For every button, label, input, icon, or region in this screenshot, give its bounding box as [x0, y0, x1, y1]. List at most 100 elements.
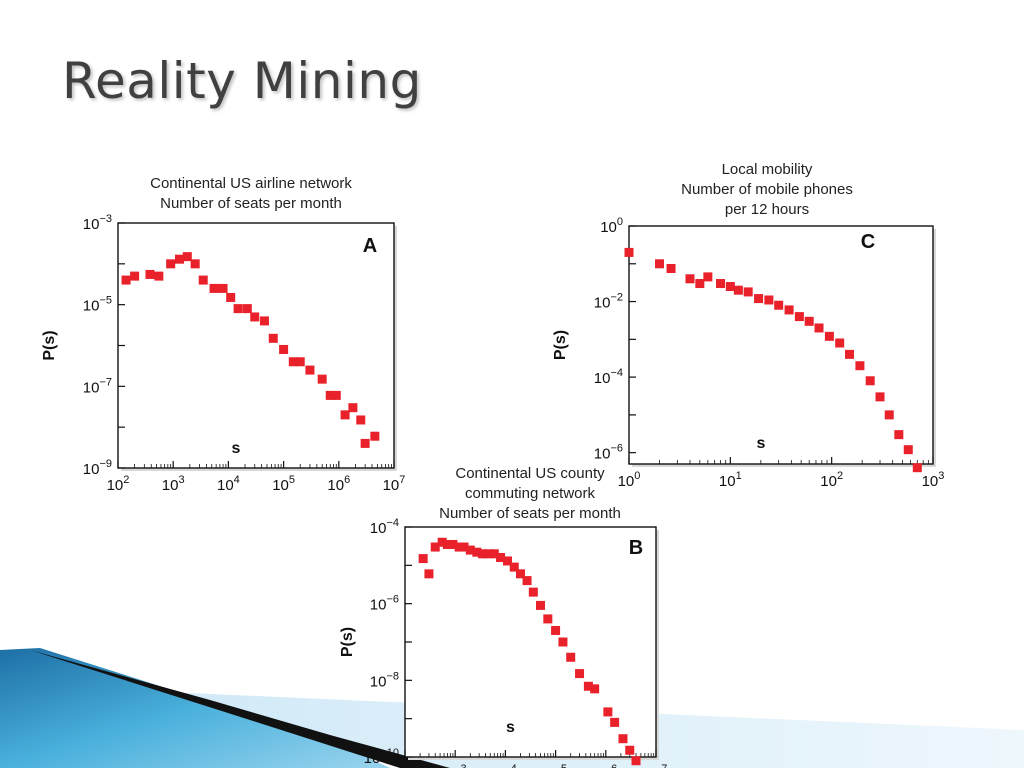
data-point: [625, 745, 635, 755]
x-tick-label: 102: [107, 474, 130, 494]
data-point: [543, 614, 553, 624]
data-point: [535, 600, 545, 610]
data-point: [130, 271, 140, 281]
data-point: [268, 333, 278, 343]
panel-label: B: [629, 537, 643, 559]
data-point: [566, 652, 576, 662]
data-point: [509, 562, 519, 572]
data-point: [305, 365, 315, 375]
plot-frame: [628, 225, 934, 465]
chart-airline-network: Continental US airline network Number of …: [41, 175, 405, 494]
y-tick-label: 10−6: [370, 594, 399, 614]
data-point: [209, 283, 219, 293]
data-point: [174, 254, 184, 264]
data-point: [145, 269, 155, 279]
data-point: [903, 445, 913, 455]
panel-label: A: [363, 235, 377, 257]
data-point: [725, 282, 735, 292]
data-point: [695, 279, 705, 289]
x-axis-label: s: [506, 719, 515, 736]
data-point: [356, 415, 366, 425]
data-point: [624, 247, 634, 257]
y-axis-label: P(s): [552, 330, 569, 360]
data-point: [685, 274, 695, 284]
data-point: [590, 684, 600, 694]
y-tick-label: 10−5: [83, 295, 112, 315]
x-tick-label: 103: [162, 474, 185, 494]
data-point: [743, 287, 753, 297]
chart-county-commuting: Continental US county commuting network Nu…: [339, 465, 667, 768]
chart-title-line: Number of seats per month: [439, 505, 621, 522]
data-point: [331, 390, 341, 400]
x-tick-label: 105: [272, 474, 295, 494]
y-axis-label: P(s): [41, 330, 58, 360]
x-tick-label: 102: [820, 470, 843, 490]
data-point: [522, 576, 532, 586]
data-point: [784, 305, 794, 315]
x-tick-label: 107: [383, 474, 406, 494]
data-point: [166, 259, 176, 269]
data-point: [459, 542, 469, 552]
data-point: [774, 300, 784, 310]
slide-title: Reality Mining: [62, 52, 422, 110]
x-tick-label: 102: [394, 763, 417, 768]
data-point: [845, 349, 855, 359]
y-tick-label: 10−2: [594, 292, 623, 312]
data-point: [198, 275, 208, 285]
x-tick-label: 100: [618, 470, 641, 490]
data-point: [226, 292, 236, 302]
data-point: [912, 463, 922, 473]
x-tick-label: 104: [217, 474, 240, 494]
x-tick-label: 107: [645, 763, 668, 768]
data-point: [250, 312, 260, 322]
data-point: [575, 669, 585, 679]
y-tick-label: 10−8: [370, 670, 399, 690]
data-point: [666, 263, 676, 273]
deco-blue-swoosh: [0, 648, 390, 768]
data-point: [418, 554, 428, 564]
data-point: [558, 637, 568, 647]
chart-title-line: Continental US county: [455, 465, 605, 482]
data-point: [154, 271, 164, 281]
data-point: [733, 285, 743, 295]
data-point: [478, 549, 488, 559]
data-point: [279, 344, 289, 354]
y-tick-label: 10−4: [594, 367, 623, 387]
data-point: [794, 312, 804, 322]
data-point: [340, 410, 350, 420]
data-point: [424, 569, 434, 579]
data-point: [121, 275, 131, 285]
x-tick-label: 103: [444, 763, 467, 768]
data-point: [190, 259, 200, 269]
chart-title-line: Local mobility: [722, 161, 813, 178]
data-point: [528, 587, 538, 597]
y-tick-label: 100: [600, 216, 623, 236]
y-axis-label: P(s): [339, 627, 356, 657]
data-point: [242, 304, 252, 314]
chart-title-line: Continental US airline network: [150, 175, 352, 192]
data-point: [472, 547, 482, 557]
data-point: [218, 283, 228, 293]
data-point: [655, 259, 665, 269]
data-point: [716, 279, 726, 289]
x-tick-label: 104: [494, 763, 517, 768]
y-tick-label: 10−7: [83, 376, 112, 396]
data-point: [325, 390, 335, 400]
data-point: [894, 430, 904, 440]
panel-label: C: [861, 231, 875, 253]
deco-black-swoosh: [30, 650, 450, 768]
y-tick-label: 10−9: [83, 458, 112, 478]
data-point: [448, 539, 458, 549]
plot-frame: [117, 222, 395, 469]
data-point: [764, 295, 774, 305]
y-tick-label: 10−10: [364, 747, 399, 767]
chart-title-line: Number of mobile phones: [681, 181, 853, 198]
x-axis-label: s: [757, 435, 766, 452]
data-point: [855, 361, 865, 371]
chart-title-line: per 12 hours: [725, 201, 809, 218]
data-point: [631, 756, 641, 766]
data-point: [865, 376, 875, 386]
data-point: [496, 553, 506, 563]
y-tick-label: 10−3: [83, 213, 112, 233]
data-point: [754, 294, 764, 304]
